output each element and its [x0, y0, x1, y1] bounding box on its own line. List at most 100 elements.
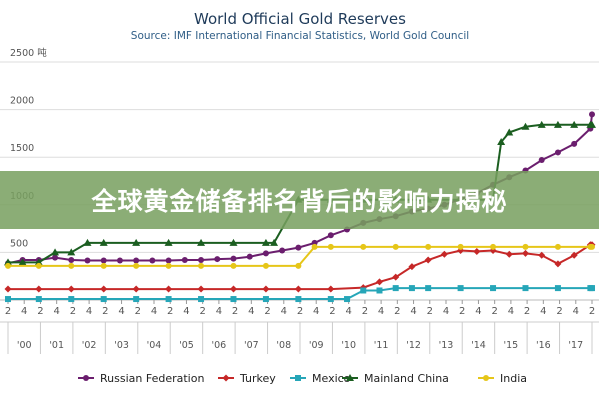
data-point-mainland-china: [270, 238, 279, 246]
data-point-mainland-china: [521, 122, 530, 130]
x-year-label: '17: [568, 340, 583, 351]
x-quarter-tick-label: 2: [264, 306, 270, 317]
legend-marker: [483, 375, 489, 381]
data-point-india: [554, 243, 561, 250]
x-quarter-tick-label: 2: [427, 306, 433, 317]
legend-label: Turkey: [239, 372, 276, 385]
x-quarter-tick-label: 2: [135, 306, 141, 317]
data-point-turkey: [521, 249, 529, 257]
data-point-mainland-china: [553, 120, 562, 128]
legend-marker: [295, 375, 301, 381]
x-quarter-tick-label: 4: [378, 306, 384, 317]
x-quarter-tick-label: 4: [86, 306, 92, 317]
legend-item-india[interactable]: India: [478, 372, 527, 385]
data-point-russian-federation: [554, 149, 561, 156]
x-year-label: '06: [212, 340, 227, 351]
y-tick-label: 2500 吨: [10, 47, 47, 59]
data-point-turkey: [262, 285, 270, 293]
data-point-turkey: [424, 256, 432, 264]
x-quarter-tick-label: 4: [118, 306, 124, 317]
data-point-mainland-china: [4, 258, 12, 266]
data-point-mexico: [457, 285, 464, 292]
data-point-turkey: [505, 250, 513, 258]
data-point-india: [295, 262, 302, 269]
data-point-mexico: [376, 287, 383, 294]
data-point-mainland-china: [588, 120, 596, 128]
x-quarter-tick-label: 4: [151, 306, 157, 317]
y-tick-label: 500: [10, 238, 28, 249]
data-point-turkey: [165, 285, 173, 293]
x-quarter-tick-label: 2: [70, 306, 76, 317]
data-point-india: [133, 262, 140, 269]
x-year-label: '08: [276, 340, 291, 351]
x-year-label: '03: [114, 340, 129, 351]
data-point-mainland-china: [67, 248, 76, 256]
overlay-banner: 全球黄金储备排名背后的影响力揭秘: [0, 171, 599, 229]
data-point-mainland-china: [132, 238, 141, 246]
x-year-label: '09: [309, 340, 324, 351]
x-quarter-tick-label: 4: [21, 306, 27, 317]
data-point-turkey: [67, 285, 75, 293]
data-point-russian-federation: [52, 254, 59, 261]
x-quarter-tick-label: 4: [216, 306, 222, 317]
x-quarter-tick-label: 4: [313, 306, 319, 317]
data-point-russian-federation: [327, 232, 334, 239]
data-point-mainland-china: [18, 258, 27, 266]
x-quarter-tick-label: 4: [508, 306, 514, 317]
legend-item-mexico[interactable]: Mexico: [290, 372, 351, 385]
data-point-turkey: [229, 285, 237, 293]
data-point-india: [165, 262, 172, 269]
data-point-mexico: [68, 296, 75, 303]
data-point-mexico: [554, 285, 561, 292]
data-point-turkey: [538, 251, 546, 259]
data-point-russian-federation: [571, 140, 578, 147]
x-quarter-tick-label: 4: [475, 306, 481, 317]
x-quarter-tick-label: 4: [573, 306, 579, 317]
data-point-turkey: [392, 273, 400, 281]
data-point-india: [327, 243, 334, 250]
data-point-mexico: [522, 285, 529, 292]
data-point-mexico: [360, 287, 367, 294]
data-point-turkey: [327, 285, 335, 293]
data-point-mainland-china: [83, 238, 92, 246]
x-quarter-tick-label: 2: [524, 306, 530, 317]
x-quarter-tick-label: 2: [589, 306, 595, 317]
data-point-russian-federation: [100, 257, 107, 264]
data-point-mexico: [589, 285, 595, 292]
data-point-mainland-china: [34, 258, 43, 266]
x-quarter-tick-label: 4: [183, 306, 189, 317]
x-quarter-tick-label: 2: [394, 306, 400, 317]
data-point-mexico: [408, 285, 415, 292]
x-quarter-tick-label: 4: [410, 306, 416, 317]
x-quarter-tick-label: 2: [362, 306, 368, 317]
x-quarter-tick-label: 2: [102, 306, 108, 317]
data-point-india: [522, 243, 529, 250]
data-point-turkey: [35, 285, 43, 293]
x-year-label: '01: [49, 340, 64, 351]
legend: Russian Federation Turkey Mexico Mainland C…: [78, 372, 527, 385]
data-point-india: [311, 243, 318, 250]
data-point-mexico: [262, 296, 269, 303]
legend-label: Mexico: [312, 372, 351, 385]
legend-marker: [83, 375, 89, 381]
x-quarter-tick-label: 2: [297, 306, 303, 317]
legend-item-russian-federation[interactable]: Russian Federation: [78, 372, 204, 385]
data-point-mexico: [35, 296, 42, 303]
data-point-mainland-china: [99, 238, 108, 246]
legend-item-turkey[interactable]: Turkey: [218, 372, 276, 385]
data-point-mainland-china: [537, 120, 546, 128]
data-point-india: [100, 262, 107, 269]
data-point-turkey: [100, 285, 108, 293]
data-point-mexico: [133, 296, 140, 303]
x-quarter-tick-label: 4: [248, 306, 254, 317]
data-point-mainland-china: [497, 137, 506, 145]
x-year-label: '04: [147, 340, 162, 351]
x-quarter-tick-label: 2: [491, 306, 497, 317]
x-quarter-tick-label: 2: [556, 306, 562, 317]
x-axis: 2 4 2 4 2 4 2 4 2 4 2 4 2 4 2 4 2 4 2 4 2 4 2 4 2 4 2 4 2 4 2 4 2 4 2 4 2'00…: [0, 300, 599, 354]
legend-item-mainland-china[interactable]: Mainland China: [342, 372, 449, 385]
data-point-mainland-china: [51, 248, 60, 256]
data-point-mexico: [295, 296, 302, 303]
legend-marker: [222, 374, 230, 382]
data-point-russian-federation: [230, 255, 237, 262]
